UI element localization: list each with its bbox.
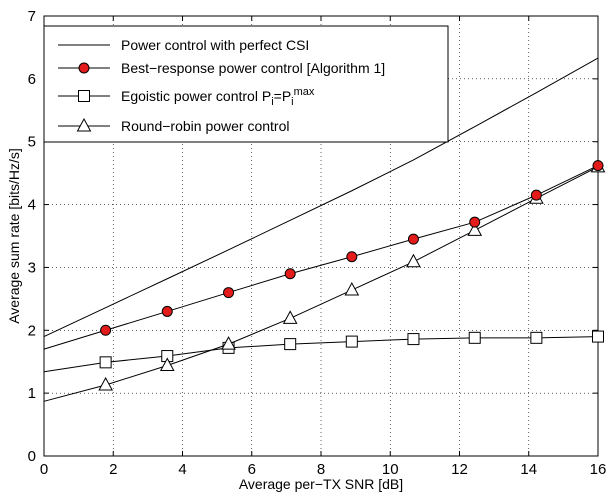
- legend-label-part: =P: [274, 88, 292, 104]
- series-2: [43, 330, 604, 373]
- legend: Power control with perfect CSI Best−respo…: [43, 25, 449, 143]
- legend-entry: Egoistic power control Pi=Pimax: [58, 86, 315, 108]
- data-point: [592, 330, 604, 343]
- data-point: [467, 222, 483, 236]
- y-tick-label: 6: [28, 71, 36, 88]
- series-0: [43, 57, 599, 338]
- x-tick-label: 12: [451, 461, 468, 478]
- data-point: [284, 338, 297, 351]
- y-tick-label: 1: [28, 385, 36, 402]
- series-3: [43, 158, 606, 402]
- x-tick-label: 2: [109, 461, 117, 478]
- legend-box: [43, 25, 449, 143]
- y-tick-label: 2: [28, 322, 36, 339]
- data-point: [407, 333, 420, 346]
- data-point: [469, 216, 481, 228]
- legend-entry: Round−robin power control: [58, 117, 290, 134]
- legend-label: Egoistic power control Pi=Pimax: [121, 86, 315, 108]
- data-point: [346, 251, 358, 263]
- data-point: [530, 189, 542, 201]
- y-tick-label: 3: [28, 259, 36, 276]
- data-point: [468, 331, 481, 344]
- data-point: [223, 287, 235, 299]
- x-tick-label: 4: [178, 461, 186, 478]
- y-tick-label: 7: [28, 8, 36, 25]
- data-point: [344, 282, 360, 296]
- legend-label-part: max: [294, 86, 315, 98]
- legend-entry: Power control with perfect CSI: [58, 37, 309, 53]
- data-point: [161, 305, 173, 317]
- data-point: [407, 233, 419, 245]
- data-point: [530, 331, 543, 344]
- x-tick-label: 6: [248, 461, 256, 478]
- x-axis-label: Average per−TX SNR [dB]: [239, 476, 403, 492]
- series-line: [43, 165, 599, 350]
- data-point: [221, 336, 236, 350]
- data-point: [345, 335, 358, 348]
- series-line: [43, 336, 599, 373]
- y-axis-label: Average sum rate [bits/Hz/s]: [6, 148, 22, 324]
- y-tick-label: 4: [28, 197, 36, 214]
- x-tick-label: 8: [317, 461, 325, 478]
- series-line: [43, 166, 599, 402]
- series-line: [43, 57, 599, 338]
- legend-marker: [78, 62, 90, 74]
- data-point: [592, 160, 604, 172]
- data-point: [100, 324, 112, 336]
- legend-marker: [78, 90, 90, 102]
- legend-label-part: i: [271, 96, 273, 108]
- legend-label-part: Egoistic power control P: [121, 88, 271, 104]
- y-tick-label: 5: [28, 134, 36, 151]
- legend-entry: Best−response power control [Algorithm 1…: [58, 60, 385, 76]
- legend-label: Power control with perfect CSI: [121, 37, 309, 53]
- data-point: [284, 268, 296, 280]
- x-tick-label: 0: [40, 461, 48, 478]
- x-tick-label: 16: [590, 461, 607, 478]
- legend-marker: [76, 117, 92, 132]
- legend-label: Round−robin power control: [121, 118, 290, 134]
- x-tick-label: 14: [520, 461, 537, 478]
- legend-label-part: i: [291, 96, 293, 108]
- data-point: [159, 357, 175, 371]
- y-tick-label: 0: [28, 448, 36, 465]
- data-point: [406, 253, 421, 268]
- data-point: [99, 356, 112, 369]
- series-1: [43, 160, 604, 350]
- series-layer: [43, 57, 606, 402]
- data-point: [282, 310, 298, 324]
- legend-label: Best−response power control [Algorithm 1…: [121, 60, 385, 76]
- data-point: [98, 376, 113, 391]
- x-tick-label: 10: [382, 461, 399, 478]
